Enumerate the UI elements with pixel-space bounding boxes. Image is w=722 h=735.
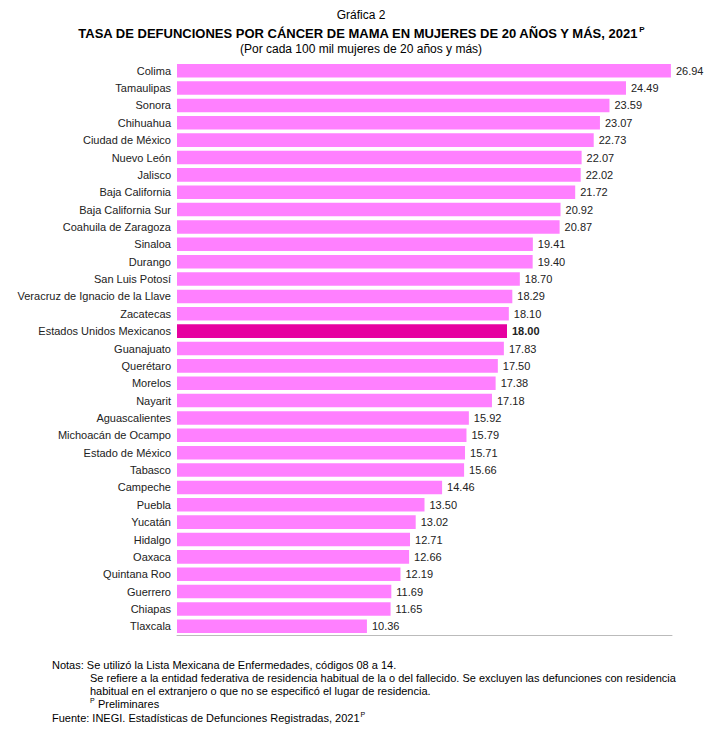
svg-text:P: P (361, 711, 366, 718)
svg-text:Tamaulipas: Tamaulipas (115, 82, 171, 94)
svg-text:Aguascalientes: Aguascalientes (96, 412, 171, 424)
svg-text:13.50: 13.50 (430, 499, 458, 511)
svg-text:Preliminares: Preliminares (98, 698, 160, 710)
svg-text:15.79: 15.79 (471, 429, 499, 441)
svg-text:Yucatán: Yucatán (131, 516, 171, 528)
svg-text:Tabasco: Tabasco (130, 464, 171, 476)
svg-text:10.36: 10.36 (372, 620, 400, 632)
svg-text:Hidalgo: Hidalgo (134, 534, 171, 546)
svg-text:Zacatecas: Zacatecas (120, 308, 171, 320)
svg-text:11.65: 11.65 (396, 603, 423, 615)
svg-text:Morelos: Morelos (132, 377, 172, 389)
svg-text:12.71: 12.71 (415, 534, 443, 546)
svg-text:20.92: 20.92 (566, 204, 594, 216)
svg-text:Durango: Durango (129, 256, 171, 268)
svg-text:Notas: Se utilizó la Lista Mex: Notas: Se utilizó la Lista Mexicana de E… (52, 659, 396, 671)
svg-text:14.46: 14.46 (447, 481, 475, 493)
svg-text:Campeche: Campeche (118, 481, 171, 493)
svg-text:15.71: 15.71 (470, 447, 498, 459)
svg-text:Sonora: Sonora (136, 99, 172, 111)
svg-text:22.02: 22.02 (586, 169, 614, 181)
svg-text:12.66: 12.66 (414, 551, 442, 563)
svg-text:15.92: 15.92 (474, 412, 502, 424)
svg-text:21.72: 21.72 (580, 186, 608, 198)
svg-text:Fuente: INEGI. Estadísticas de: Fuente: INEGI. Estadísticas de Defuncion… (52, 712, 360, 724)
svg-text:Chiapas: Chiapas (131, 603, 172, 615)
svg-text:Baja California Sur: Baja California Sur (79, 204, 171, 216)
svg-text:15.66: 15.66 (469, 464, 497, 476)
svg-text:Coahuila de Zaragoza: Coahuila de Zaragoza (63, 221, 172, 233)
svg-text:Jalisco: Jalisco (137, 169, 171, 181)
svg-text:Chihuahua: Chihuahua (118, 117, 172, 129)
svg-text:Ciudad de México: Ciudad de México (83, 134, 171, 146)
svg-text:18.29: 18.29 (517, 290, 545, 302)
svg-text:18.10: 18.10 (514, 308, 542, 320)
svg-text:12.19: 12.19 (405, 568, 433, 580)
svg-text:20.87: 20.87 (565, 221, 593, 233)
svg-text:P: P (639, 25, 645, 34)
svg-text:11.69: 11.69 (396, 586, 423, 598)
svg-text:Guanajuato: Guanajuato (114, 343, 171, 355)
svg-text:habitual en el extranjero o qu: habitual en el extranjero o que no se es… (90, 685, 431, 697)
svg-text:San Luis Potosí: San Luis Potosí (94, 273, 171, 285)
svg-text:Nuevo León: Nuevo León (112, 152, 171, 164)
svg-text:Estado de México: Estado de México (84, 447, 171, 459)
svg-text:Tlaxcala: Tlaxcala (130, 620, 172, 632)
svg-text:(Por cada 100 mil mujeres de 2: (Por cada 100 mil mujeres de 20 años y m… (240, 42, 482, 56)
svg-text:Baja California: Baja California (99, 186, 171, 198)
svg-text:P: P (90, 697, 95, 704)
svg-text:13.02: 13.02 (421, 516, 449, 528)
svg-text:TASA DE DEFUNCIONES POR CÁNCER: TASA DE DEFUNCIONES POR CÁNCER DE MAMA E… (78, 26, 637, 41)
svg-text:18.00: 18.00 (512, 325, 540, 337)
svg-text:Gráfica 2: Gráfica 2 (337, 8, 386, 22)
svg-text:Se refiere a la entidad federa: Se refiere a la entidad federativa de re… (90, 672, 679, 684)
svg-text:Puebla: Puebla (137, 499, 172, 511)
svg-text:24.49: 24.49 (631, 82, 659, 94)
svg-text:26.94: 26.94 (676, 65, 704, 77)
svg-text:Querétaro: Querétaro (121, 360, 171, 372)
svg-text:17.38: 17.38 (501, 377, 529, 389)
svg-text:Estados Unidos Mexicanos: Estados Unidos Mexicanos (38, 325, 171, 337)
svg-text:17.83: 17.83 (509, 343, 537, 355)
svg-text:19.40: 19.40 (538, 256, 566, 268)
svg-text:22.73: 22.73 (599, 134, 627, 146)
svg-text:17.18: 17.18 (497, 395, 525, 407)
svg-text:23.59: 23.59 (614, 99, 642, 111)
svg-text:18.70: 18.70 (525, 273, 553, 285)
svg-text:22.07: 22.07 (587, 152, 615, 164)
svg-text:Sinaloa: Sinaloa (134, 238, 172, 250)
svg-text:Quintana Roo: Quintana Roo (103, 568, 171, 580)
svg-text:Guerrero: Guerrero (127, 586, 171, 598)
svg-text:Veracruz de Ignacio de la Llav: Veracruz de Ignacio de la Llave (18, 290, 172, 302)
svg-text:23.07: 23.07 (605, 117, 633, 129)
svg-text:19.41: 19.41 (538, 238, 566, 250)
svg-text:Michoacán de Ocampo: Michoacán de Ocampo (58, 429, 171, 441)
svg-text:Nayarit: Nayarit (136, 395, 171, 407)
svg-text:Colima: Colima (137, 65, 172, 77)
svg-text:17.50: 17.50 (503, 360, 531, 372)
svg-text:Oaxaca: Oaxaca (133, 551, 172, 563)
